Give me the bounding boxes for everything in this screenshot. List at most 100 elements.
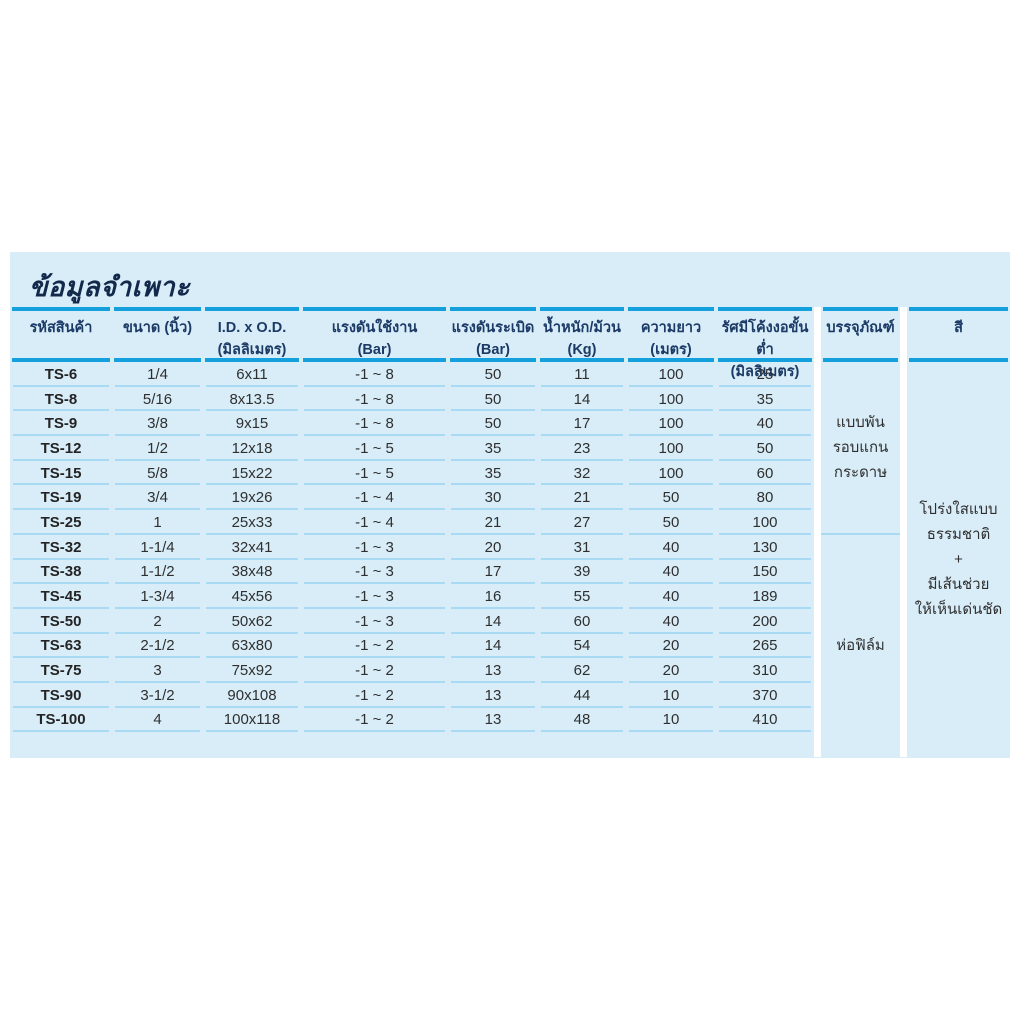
- table-cell: -1 ~ 3: [301, 584, 448, 609]
- table-cell: 15x22: [203, 461, 301, 486]
- column-header: ความยาว (เมตร): [626, 307, 716, 362]
- column-header-line2: (Bar): [476, 342, 510, 358]
- table-cell: 410: [716, 708, 814, 733]
- table-cell: 1/2: [112, 436, 203, 461]
- table-cell: 19x26: [203, 485, 301, 510]
- column-header-line1: แรงดันใช้งาน: [331, 320, 418, 336]
- column-header-line1: ความยาว: [640, 320, 702, 336]
- table-cell: 50: [448, 387, 538, 412]
- table-cell: 100: [626, 362, 716, 387]
- table-cell: 27: [538, 510, 626, 535]
- table-cell: 100x118: [203, 708, 301, 733]
- table-cell: 21: [448, 510, 538, 535]
- table-cell: 6x11: [203, 362, 301, 387]
- column-header-line1: น้ำหนัก/ม้วน: [543, 320, 621, 336]
- table-cell: 13: [448, 658, 538, 683]
- table-cell: 200: [716, 609, 814, 634]
- product-code-cell: TS-9: [10, 411, 112, 436]
- table-cell: 17: [448, 560, 538, 585]
- table-cell: 3/4: [112, 485, 203, 510]
- table-cell: 35: [716, 387, 814, 412]
- table-cell: 80: [716, 485, 814, 510]
- table-cell: -1 ~ 2: [301, 683, 448, 708]
- table-cell: -1 ~ 3: [301, 609, 448, 634]
- table-cell: 16: [448, 584, 538, 609]
- table-cell: 25: [716, 362, 814, 387]
- table-cell: 5/8: [112, 461, 203, 486]
- column-header-line2: (เมตร): [650, 342, 692, 358]
- color-text-line: +: [954, 551, 963, 568]
- table-cell: 3/8: [112, 411, 203, 436]
- table-cell: 5/16: [112, 387, 203, 412]
- table-cell: -1 ~ 2: [301, 708, 448, 733]
- table-cell: 100: [716, 510, 814, 535]
- packaging-text-line: กระดาษ: [833, 463, 888, 481]
- table-cell: 8x13.5: [203, 387, 301, 412]
- column-header-line2: (Kg): [567, 342, 597, 358]
- color-text-line: มีเส้นช่วย: [927, 576, 990, 593]
- color-text-line: ให้เห็นเด่นชัด: [914, 601, 1003, 618]
- table-cell: 50x62: [203, 609, 301, 634]
- table-cell: 100: [626, 387, 716, 412]
- table-cell: 100: [626, 436, 716, 461]
- table-cell: 14: [448, 634, 538, 659]
- packaging-cell: แบบพัน รอบแกน กระดาษ: [821, 362, 900, 535]
- product-code-cell: TS-32: [10, 535, 112, 560]
- column-header-line2: (มิลลิเมตร): [730, 364, 800, 380]
- table-cell: 10: [626, 708, 716, 733]
- table-cell: 40: [716, 411, 814, 436]
- table-cell: 50: [626, 485, 716, 510]
- table-cell: 50: [626, 510, 716, 535]
- table-cell: 20: [626, 658, 716, 683]
- table-cell: 50: [448, 411, 538, 436]
- product-code-cell: TS-90: [10, 683, 112, 708]
- table-cell: 55: [538, 584, 626, 609]
- product-code-cell: TS-19: [10, 485, 112, 510]
- table-cell: -1 ~ 5: [301, 461, 448, 486]
- table-cell: 130: [716, 535, 814, 560]
- table-cell: 32: [538, 461, 626, 486]
- table-cell: 90x108: [203, 683, 301, 708]
- column-header-line1: รัศมีโค้งงอขั้นต่ำ: [721, 320, 809, 358]
- table-cell: 1: [112, 510, 203, 535]
- table-cell: 14: [448, 609, 538, 634]
- column-header: แรงดันระเบิด (Bar): [448, 307, 538, 362]
- table-cell: 50: [716, 436, 814, 461]
- table-cell: 1/4: [112, 362, 203, 387]
- color-text-line: โปร่งใสแบบ: [919, 501, 998, 518]
- column-header-line2: (Bar): [357, 342, 392, 358]
- table-cell: 2: [112, 609, 203, 634]
- table-cell: 1-3/4: [112, 584, 203, 609]
- table-cell: 35: [448, 461, 538, 486]
- table-cell: 14: [538, 387, 626, 412]
- product-code-cell: TS-63: [10, 634, 112, 659]
- table-cell: 1-1/4: [112, 535, 203, 560]
- column-header-line1: ขนาด (นิ้ว): [122, 320, 193, 336]
- table-cell: -1 ~ 8: [301, 411, 448, 436]
- column-header: บรรจุภัณฑ์: [821, 307, 900, 362]
- table-cell: -1 ~ 4: [301, 485, 448, 510]
- table-cell: 20: [626, 634, 716, 659]
- table-cell: -1 ~ 3: [301, 560, 448, 585]
- column-header-line1: รหัสสินค้า: [29, 320, 93, 336]
- column-header-line1: บรรจุภัณฑ์: [826, 320, 895, 336]
- table-cell: 17: [538, 411, 626, 436]
- table-cell: 38x48: [203, 560, 301, 585]
- packaging-cell: ห่อฟิล์ม: [821, 535, 900, 757]
- table-cell: 100: [626, 461, 716, 486]
- section-title: ข้อมูลจำเพาะ: [29, 272, 191, 302]
- table-cell: 45x56: [203, 584, 301, 609]
- table-cell: 40: [626, 584, 716, 609]
- column-header: I.D. x O.D. (มิลลิเมตร): [203, 307, 301, 362]
- table-cell: 40: [626, 560, 716, 585]
- column-header: ขนาด (นิ้ว): [112, 307, 203, 362]
- table-cell: 39: [538, 560, 626, 585]
- table-cell: 48: [538, 708, 626, 733]
- table-cell: 13: [448, 708, 538, 733]
- product-code-cell: TS-6: [10, 362, 112, 387]
- column-gap-strip: [814, 307, 821, 757]
- table-cell: 60: [716, 461, 814, 486]
- table-cell: 40: [626, 535, 716, 560]
- table-cell: 189: [716, 584, 814, 609]
